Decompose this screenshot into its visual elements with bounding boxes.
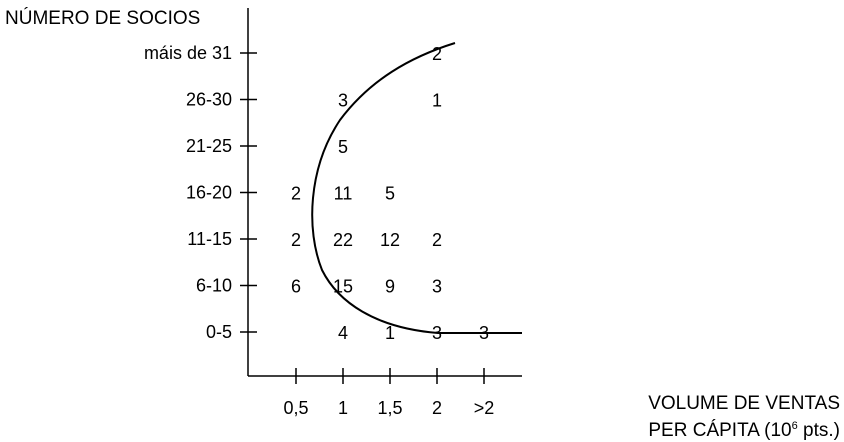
y-tick-label: 6-10 <box>196 276 232 296</box>
cell-value: 5 <box>338 137 348 157</box>
y-axis-title: NÚMERO DE SOCIOS <box>5 8 201 29</box>
y-tick-label: 26-30 <box>186 90 232 110</box>
cell-value: 3 <box>479 323 489 343</box>
x-axis-title-line1: VOLUME DE VENTAS <box>648 393 840 414</box>
cell-value: 3 <box>432 323 442 343</box>
cell-value: 6 <box>291 277 301 297</box>
cell-value: 4 <box>338 323 348 343</box>
x-axis-title-line2: PER CÁPITA (106 pts.) <box>648 420 840 441</box>
cell-value: 2 <box>291 184 301 204</box>
cell-value: 1 <box>432 91 442 111</box>
cell-value: 22 <box>333 230 353 250</box>
y-tick-label: 0-5 <box>206 322 232 342</box>
x-tick-label: 1,5 <box>377 398 402 418</box>
cell-value: 3 <box>432 277 442 297</box>
cell-value: 11 <box>334 184 353 204</box>
y-tick-label: 21-25 <box>186 136 232 156</box>
y-tick-label: máis de 31 <box>144 43 232 63</box>
cell-value: 9 <box>385 277 395 297</box>
x-tick-label: 0,5 <box>283 398 308 418</box>
cell-value: 15 <box>333 277 353 297</box>
cell-value: 12 <box>380 230 400 250</box>
trend-curve <box>311 42 522 334</box>
cell-value: 5 <box>385 184 395 204</box>
cell-value: 2 <box>432 44 442 64</box>
x-tick-label: 2 <box>432 398 442 418</box>
cell-value: 1 <box>385 323 395 343</box>
y-tick-label: 11-15 <box>187 229 232 249</box>
x-tick-label: 1 <box>338 398 348 418</box>
cell-value: 2 <box>432 230 442 250</box>
x-tick-label: >2 <box>474 398 495 418</box>
x-axis-title: VOLUME DE VENTAS PER CÁPITA (106 pts.) <box>648 393 840 442</box>
cell-value: 2 <box>291 230 301 250</box>
y-tick-label: 16-20 <box>186 183 232 203</box>
cell-value: 3 <box>338 91 348 111</box>
